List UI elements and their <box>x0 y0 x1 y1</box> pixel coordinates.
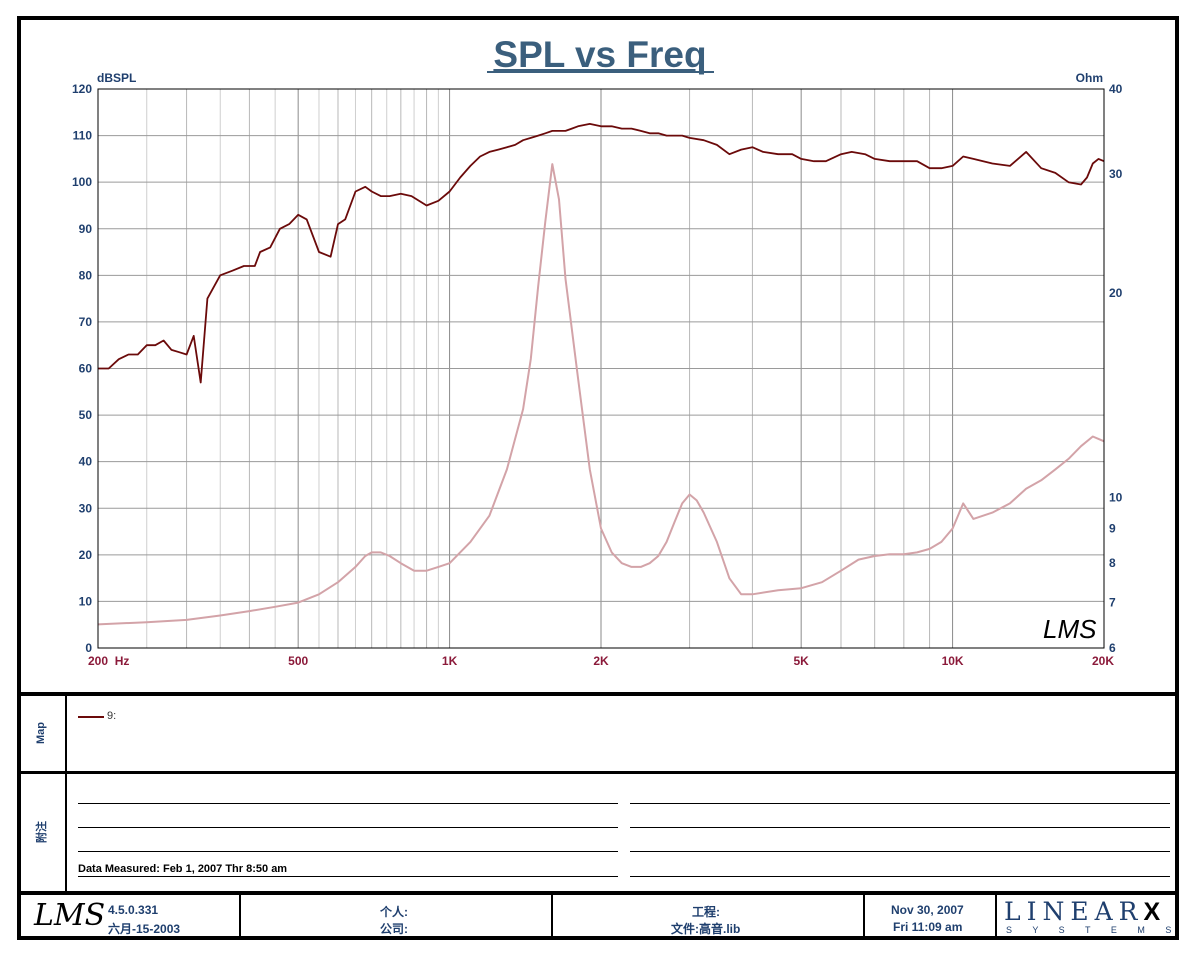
note-line-left-2 <box>78 827 618 828</box>
x-tick-label: 5K <box>793 654 809 668</box>
report-date: Nov 30, 2007 <box>891 903 964 917</box>
person-label: 个人: <box>380 905 408 919</box>
y-axis-right-label: Ohm <box>1076 71 1103 85</box>
legend-entry-9: 9: <box>107 710 117 722</box>
y-tick-right-label: 10 <box>1109 490 1123 504</box>
legend-line-swatch <box>78 716 104 718</box>
y-tick-left-label: 110 <box>73 129 93 143</box>
chart-title: SPL vs Freq <box>493 34 706 75</box>
tick-labels: 0 10 20 30 40 50 60 70 80 90 100 110 120 6 7 8 9 10 20 30 40… <box>72 82 1123 668</box>
report-frame <box>17 16 1179 940</box>
plot-border <box>97 88 1105 649</box>
footer-divider-3 <box>863 895 865 940</box>
y-tick-left-label: 120 <box>72 82 92 96</box>
x-tick-label: 500 <box>288 654 308 668</box>
x-tick-label: 1K <box>442 654 458 668</box>
y-tick-right-label: 9 <box>1109 522 1116 536</box>
software-version-date: 六月-15-2003 <box>108 922 181 936</box>
data-measured-text: Data Measured: Feb 1, 2007 Thr 8:50 am <box>78 863 288 875</box>
file-label: 文件:高音.lib <box>671 922 741 936</box>
footer-divider-4 <box>995 895 997 940</box>
y-tick-left-label: 50 <box>79 408 93 422</box>
y-tick-right-label: 8 <box>1109 556 1116 570</box>
footer-divider-1 <box>239 895 241 940</box>
y-tick-left-label: 70 <box>79 315 93 329</box>
note-line-left-1 <box>78 803 618 804</box>
y-tick-left-label: 100 <box>72 175 92 189</box>
brand-linear-text: LINEAR <box>1004 897 1144 926</box>
separator-notes-footer <box>21 891 1179 895</box>
brand-x-text: X <box>1143 898 1167 926</box>
note-line-right-2 <box>630 827 1170 828</box>
x-tick-label: 2K <box>593 654 609 668</box>
y-axis-left-label: dBSPL <box>97 71 136 85</box>
separator-chart-map <box>21 692 1179 696</box>
report-time: Fri 11:09 am <box>893 920 963 934</box>
y-tick-left-label: 20 <box>79 548 93 562</box>
brand-linear: LINEARX <box>1004 897 1166 927</box>
y-tick-left-label: 40 <box>79 455 93 469</box>
map-side-label: Map <box>35 722 47 744</box>
lms-watermark: LMS <box>1043 614 1097 644</box>
y-tick-right-label: 30 <box>1109 167 1123 181</box>
y-tick-left-label: 90 <box>79 222 93 236</box>
x-tick-label: 20K <box>1092 654 1114 668</box>
y-tick-right-label: 20 <box>1109 286 1123 300</box>
y-tick-right-label: 6 <box>1109 641 1116 655</box>
x-tick-label: 10K <box>942 654 964 668</box>
y-tick-right-label: 7 <box>1109 596 1116 610</box>
grid <box>97 88 1105 649</box>
footer-divider-2 <box>551 895 553 940</box>
spl-series-line <box>98 123 1105 384</box>
x-tick-label: 200 Hz <box>88 654 129 668</box>
y-tick-left-label: 30 <box>79 501 93 515</box>
notes-side-label: 附注 <box>36 821 48 843</box>
brand-systems: S Y S T E M S <box>1006 925 1181 935</box>
side-divider <box>65 696 67 891</box>
note-line-right-1 <box>630 803 1170 804</box>
y-tick-left-label: 80 <box>79 268 93 282</box>
impedance-series-line <box>97 163 1105 626</box>
y-tick-left-label: 10 <box>79 594 93 608</box>
y-tick-left-label: 0 <box>85 641 92 655</box>
separator-map-notes <box>21 771 1179 774</box>
note-line-left-3 <box>78 851 618 852</box>
project-label: 工程: <box>692 905 720 919</box>
note-line-left-4 <box>78 876 618 877</box>
series-layer <box>97 123 1105 626</box>
spl-vs-freq-chart: SPL vs Freq dBSPL Ohm 0 10 20 30 40 50 60 70 80 9… <box>72 34 1123 668</box>
note-line-right-4 <box>630 876 1170 877</box>
company-label: 公司: <box>380 922 408 936</box>
footer-lms-logo: LMS <box>34 898 106 933</box>
y-tick-left-label: 60 <box>79 362 93 376</box>
software-version: 4.5.0.331 <box>108 903 159 917</box>
y-tick-right-label: 40 <box>1109 82 1123 96</box>
note-line-right-3 <box>630 851 1170 852</box>
